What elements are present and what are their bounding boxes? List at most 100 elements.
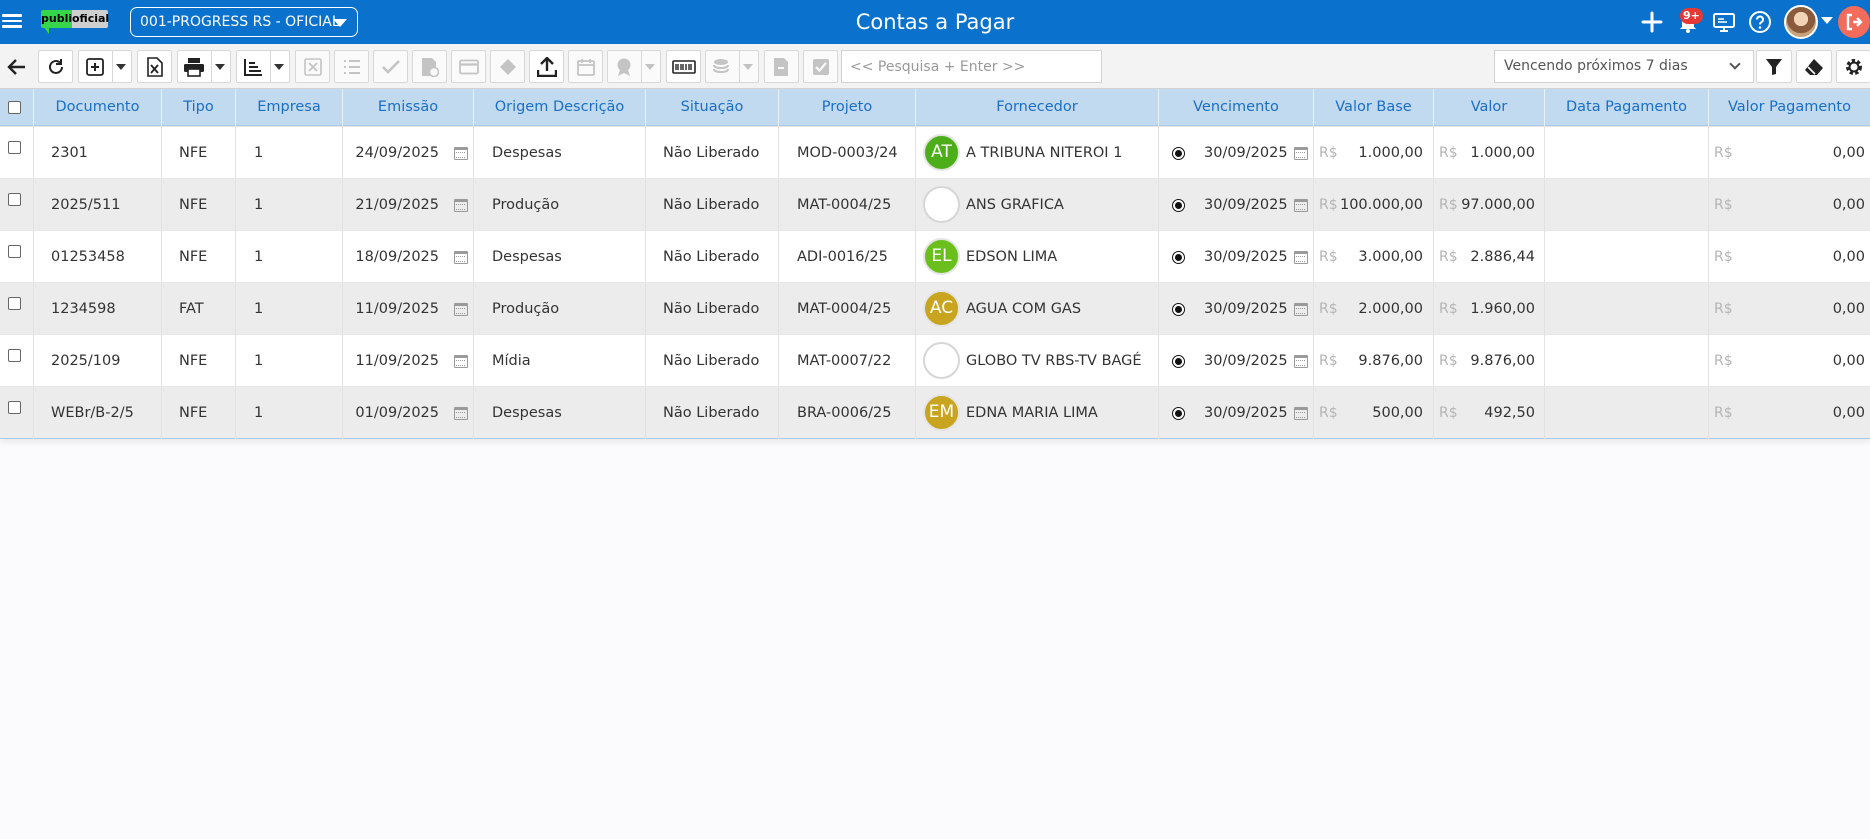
table-row[interactable]: 2301 NFE 1 24/09/2025 Despesas Não Liber… xyxy=(0,126,1870,179)
fornecedor-cell: GLOBO TV RBS-TV BAGÉ xyxy=(915,335,1158,387)
col-header-valor-pagamento[interactable]: Valor Pagamento xyxy=(1708,89,1870,126)
calendar-icon[interactable] xyxy=(454,407,468,420)
chevron-down-icon[interactable] xyxy=(116,64,126,70)
currency-label: R$ xyxy=(1439,249,1458,265)
row-checkbox[interactable] xyxy=(8,349,21,362)
calendar-icon[interactable] xyxy=(1294,303,1308,316)
due-filter-select[interactable]: Vencendo próximos 7 dias xyxy=(1494,50,1754,83)
vencimento-cell: 30/09/2025 xyxy=(1158,335,1313,387)
supplier-avatar xyxy=(923,186,960,223)
chevron-down-icon[interactable] xyxy=(274,64,284,70)
col-header-valor[interactable]: Valor xyxy=(1433,89,1544,126)
col-header-situacao[interactable]: Situação xyxy=(645,89,778,126)
valor-pagamento-amount: 0,00 xyxy=(1832,353,1865,369)
clear-filter-button[interactable] xyxy=(1796,50,1832,83)
calendar-icon[interactable] xyxy=(454,303,468,316)
select-all-checkbox[interactable] xyxy=(8,101,21,114)
table-row[interactable]: 2025/109 NFE 1 11/09/2025 Mídia Não Libe… xyxy=(0,334,1870,387)
col-header-vencimento[interactable]: Vencimento xyxy=(1158,89,1313,126)
calendar-icon[interactable] xyxy=(454,147,468,160)
search-input[interactable] xyxy=(841,50,1102,83)
row-checkbox[interactable] xyxy=(8,245,21,258)
status-dot-icon xyxy=(1173,148,1184,159)
pix-button[interactable] xyxy=(490,50,525,83)
empresa-cell: 1 xyxy=(235,231,342,283)
row-checkbox[interactable] xyxy=(8,297,21,310)
calendar-icon[interactable] xyxy=(1294,355,1308,368)
calendar-icon[interactable] xyxy=(454,199,468,212)
col-header-fornecedor[interactable]: Fornecedor xyxy=(915,89,1158,126)
col-header-empresa[interactable]: Empresa xyxy=(235,89,342,126)
help-icon[interactable] xyxy=(1748,10,1772,34)
certificate-button[interactable] xyxy=(607,50,661,83)
col-header-tipo[interactable]: Tipo xyxy=(161,89,235,126)
chevron-down-icon[interactable] xyxy=(743,64,753,70)
valor-pagamento-amount: 0,00 xyxy=(1832,301,1865,317)
valor-base-cell: R$ 1.000,00 xyxy=(1313,127,1433,179)
monitor-icon[interactable] xyxy=(1712,10,1736,34)
table-row[interactable]: WEBr/B-2/5 NFE 1 01/09/2025 Despesas Não… xyxy=(0,386,1870,439)
print-button[interactable] xyxy=(177,50,231,83)
projeto-cell: MAT-0007/22 xyxy=(778,335,915,387)
approve-button[interactable] xyxy=(373,50,408,83)
user-avatar[interactable] xyxy=(1784,5,1818,39)
menu-icon[interactable] xyxy=(2,11,22,31)
calendar-icon[interactable] xyxy=(1294,199,1308,212)
emissao-date: 18/09/2025 xyxy=(355,249,439,265)
calendar-icon[interactable] xyxy=(454,251,468,264)
valor-pagamento-cell: R$ 0,00 xyxy=(1708,231,1870,283)
col-header-origem[interactable]: Origem Descrição xyxy=(473,89,645,126)
chevron-down-icon[interactable] xyxy=(215,64,225,70)
coins-button[interactable] xyxy=(705,50,759,83)
tag-document-button[interactable] xyxy=(764,50,799,83)
check-square-icon xyxy=(812,58,829,75)
sort-button[interactable] xyxy=(236,50,290,83)
row-checkbox[interactable] xyxy=(8,401,21,414)
currency-label: R$ xyxy=(1439,145,1458,161)
confirm-button[interactable] xyxy=(803,50,838,83)
calendar-button[interactable] xyxy=(568,50,603,83)
row-checkbox[interactable] xyxy=(8,193,21,206)
back-arrow-icon[interactable] xyxy=(7,58,27,76)
valor-amount: 1.000,00 xyxy=(1470,145,1535,161)
table-row[interactable]: 01253458 NFE 1 18/09/2025 Despesas Não L… xyxy=(0,230,1870,283)
plus-icon[interactable] xyxy=(1640,10,1664,34)
currency-label: R$ xyxy=(1319,145,1338,161)
refresh-button[interactable] xyxy=(38,50,73,83)
settings-button[interactable] xyxy=(1836,50,1870,83)
row-checkbox[interactable] xyxy=(8,141,21,154)
situacao-cell: Não Liberado xyxy=(645,283,778,335)
refresh-icon xyxy=(48,58,63,74)
emissao-cell: 11/09/2025 xyxy=(342,335,473,387)
col-header-projeto[interactable]: Projeto xyxy=(778,89,915,126)
col-header-emissao[interactable]: Emissão xyxy=(342,89,473,126)
col-header-data-pagamento[interactable]: Data Pagamento xyxy=(1544,89,1708,126)
cancel-button[interactable] xyxy=(295,50,330,83)
bills-table: Documento Tipo Empresa Emissão Origem De… xyxy=(0,89,1870,439)
barcode-button[interactable] xyxy=(666,50,701,83)
calendar-icon[interactable] xyxy=(1294,251,1308,264)
add-button[interactable] xyxy=(78,50,132,83)
export-excel-button[interactable] xyxy=(137,50,172,83)
logout-button[interactable] xyxy=(1838,6,1870,38)
calendar-icon[interactable] xyxy=(1294,407,1308,420)
currency-label: R$ xyxy=(1319,405,1338,421)
calendar-icon[interactable] xyxy=(454,355,468,368)
calendar-icon[interactable] xyxy=(1294,147,1308,160)
row-select-cell xyxy=(0,387,33,439)
chevron-down-icon[interactable] xyxy=(645,64,655,70)
col-header-documento[interactable]: Documento xyxy=(33,89,161,126)
pay-document-button[interactable] xyxy=(412,50,447,83)
card-button[interactable] xyxy=(451,50,486,83)
chevron-down-icon[interactable] xyxy=(1821,17,1833,24)
upload-button[interactable] xyxy=(529,50,564,83)
app-logo[interactable]: publi oficial xyxy=(41,8,109,34)
list-button[interactable] xyxy=(334,50,369,83)
company-select-value: 001-PROGRESS RS - OFICIAL xyxy=(140,14,340,30)
origem-cell: Despesas xyxy=(473,231,645,283)
filter-button[interactable] xyxy=(1756,50,1792,83)
col-header-valor-base[interactable]: Valor Base xyxy=(1313,89,1433,126)
table-row[interactable]: 1234598 FAT 1 11/09/2025 Produção Não Li… xyxy=(0,282,1870,335)
table-row[interactable]: 2025/511 NFE 1 21/09/2025 Produção Não L… xyxy=(0,178,1870,231)
company-select[interactable]: 001-PROGRESS RS - OFICIAL xyxy=(130,7,358,37)
